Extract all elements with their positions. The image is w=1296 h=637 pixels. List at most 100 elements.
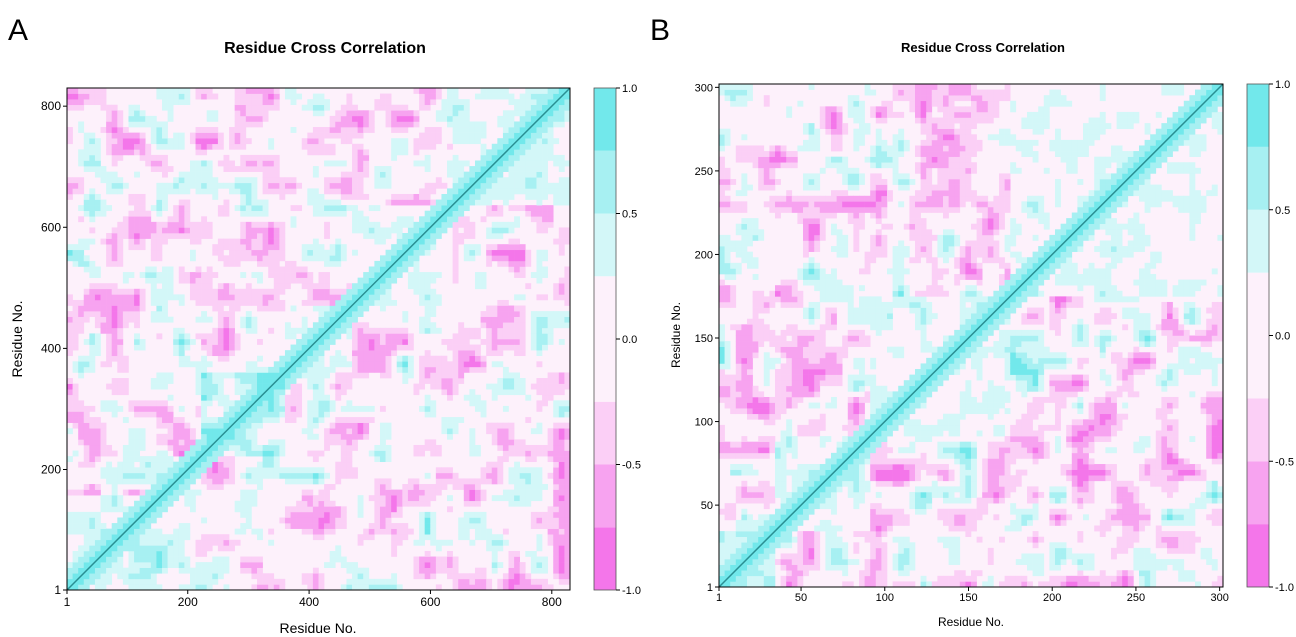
heatmap-cell bbox=[134, 121, 140, 128]
heatmap-cell bbox=[379, 500, 386, 507]
heatmap-cell bbox=[128, 316, 135, 323]
heatmap-cell bbox=[463, 249, 470, 256]
heatmap-cell bbox=[735, 581, 742, 588]
heatmap-cell bbox=[747, 234, 753, 241]
heatmap-cell bbox=[134, 316, 140, 323]
heatmap-cell bbox=[424, 350, 431, 357]
heatmap-cell bbox=[536, 311, 543, 317]
heatmap-cell bbox=[162, 383, 168, 390]
heatmap-cell bbox=[391, 143, 398, 150]
heatmap-cell bbox=[245, 199, 252, 206]
heatmap-cell bbox=[150, 132, 157, 139]
heatmap-cell bbox=[189, 277, 196, 284]
heatmap-cell bbox=[173, 210, 180, 217]
heatmap-cell bbox=[463, 121, 470, 128]
heatmap-cell bbox=[217, 372, 224, 379]
heatmap-cell bbox=[385, 528, 392, 535]
heatmap-cell bbox=[525, 478, 532, 485]
heatmap-cell bbox=[374, 294, 381, 301]
heatmap-cell bbox=[72, 305, 79, 312]
heatmap-cell bbox=[94, 272, 101, 278]
heatmap-cell bbox=[273, 260, 280, 267]
heatmap-cell bbox=[201, 316, 208, 323]
heatmap-cell bbox=[117, 138, 124, 145]
heatmap-cell bbox=[775, 542, 781, 549]
heatmap-cell bbox=[463, 127, 470, 133]
heatmap-cell bbox=[229, 288, 235, 295]
heatmap-cell bbox=[72, 450, 79, 457]
heatmap-cell bbox=[89, 143, 96, 150]
heatmap-cell bbox=[67, 389, 73, 396]
heatmap-cell bbox=[128, 534, 135, 541]
heatmap-cell bbox=[747, 391, 753, 398]
heatmap-cell bbox=[240, 523, 247, 529]
heatmap-cell bbox=[128, 210, 135, 217]
heatmap-cell bbox=[502, 327, 509, 334]
heatmap-cell bbox=[724, 514, 731, 521]
heatmap-cell bbox=[363, 110, 370, 117]
heatmap-cell bbox=[117, 550, 124, 557]
heatmap-cell bbox=[769, 201, 776, 208]
heatmap-cell bbox=[730, 262, 737, 269]
heatmap-cell bbox=[542, 383, 548, 390]
heatmap-cell bbox=[519, 115, 526, 122]
heatmap-cell bbox=[430, 372, 437, 379]
heatmap-cell bbox=[312, 193, 319, 200]
heatmap-cell bbox=[106, 355, 113, 362]
heatmap-cell bbox=[284, 517, 291, 524]
heatmap-cell bbox=[352, 149, 358, 156]
heatmap-cell bbox=[491, 143, 498, 150]
heatmap-cell bbox=[117, 260, 124, 267]
heatmap-cell bbox=[385, 299, 392, 306]
heatmap-cell bbox=[83, 517, 90, 524]
heatmap-cell bbox=[89, 93, 96, 100]
heatmap-cell bbox=[150, 511, 157, 518]
heatmap-cell bbox=[83, 428, 90, 435]
heatmap-cell bbox=[94, 311, 101, 317]
heatmap-cell bbox=[430, 182, 437, 189]
heatmap-cell bbox=[752, 313, 759, 320]
heatmap-cell bbox=[413, 138, 420, 145]
heatmap-cell bbox=[195, 299, 202, 306]
heatmap-cell bbox=[72, 333, 79, 340]
heatmap-cell bbox=[296, 361, 303, 368]
heatmap-cell bbox=[234, 305, 241, 312]
heatmap-cell bbox=[245, 389, 252, 396]
heatmap-cell bbox=[536, 221, 543, 228]
heatmap-cell bbox=[536, 199, 543, 206]
heatmap-cell bbox=[262, 160, 269, 167]
heatmap-cell bbox=[145, 272, 152, 278]
heatmap-cell bbox=[184, 472, 191, 479]
heatmap-cell bbox=[413, 143, 420, 150]
heatmap-cell bbox=[78, 433, 85, 440]
heatmap-cell bbox=[502, 227, 509, 234]
heatmap-cell bbox=[156, 478, 163, 485]
heatmap-cell bbox=[730, 503, 737, 510]
heatmap-cell bbox=[396, 506, 403, 513]
heatmap-cell bbox=[89, 344, 96, 351]
heatmap-cell bbox=[78, 322, 85, 329]
heatmap-cell bbox=[352, 160, 358, 167]
heatmap-cell bbox=[564, 456, 571, 463]
heatmap-cell bbox=[508, 221, 515, 228]
heatmap-cell bbox=[735, 385, 742, 392]
heatmap-cell bbox=[514, 188, 520, 195]
heatmap-cell bbox=[122, 539, 129, 546]
heatmap-cell bbox=[268, 467, 275, 474]
heatmap-cell bbox=[106, 339, 113, 345]
heatmap-cell bbox=[312, 255, 319, 262]
heatmap-cell bbox=[240, 110, 247, 117]
heatmap-cell bbox=[542, 188, 548, 195]
heatmap-cell bbox=[284, 417, 291, 423]
heatmap-cell bbox=[195, 461, 202, 468]
heatmap-cell bbox=[268, 154, 275, 161]
heatmap-cell bbox=[122, 149, 129, 156]
heatmap-cell bbox=[301, 478, 308, 485]
heatmap-cell bbox=[94, 550, 101, 557]
heatmap-cell bbox=[363, 339, 370, 345]
heatmap-cell bbox=[273, 305, 280, 312]
heatmap-cell bbox=[447, 221, 453, 228]
heatmap-cell bbox=[363, 327, 370, 334]
heatmap-cell bbox=[229, 143, 235, 150]
heatmap-cell bbox=[150, 283, 157, 290]
